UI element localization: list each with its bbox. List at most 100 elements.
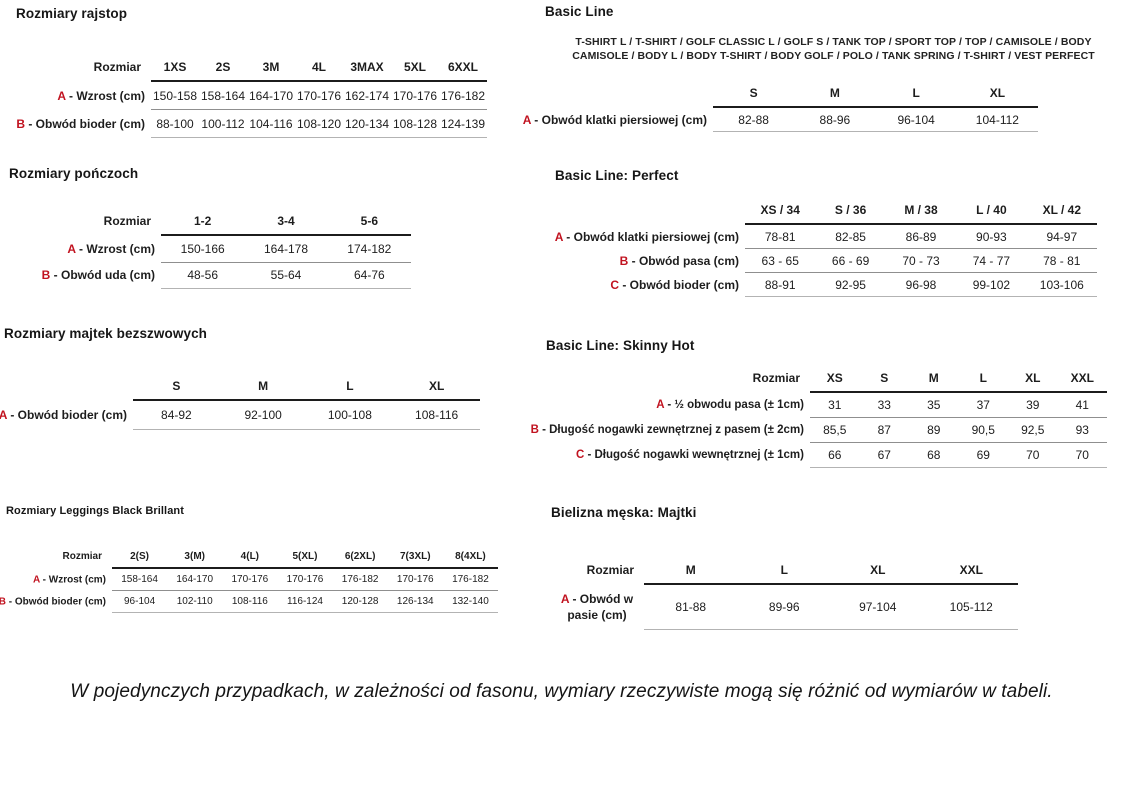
column-header: S bbox=[172, 379, 181, 393]
row-letter: B bbox=[530, 424, 539, 436]
column-header: M bbox=[258, 379, 269, 393]
column-header: 8(4XL) bbox=[455, 551, 486, 562]
row-letter: B bbox=[0, 596, 6, 607]
column-header: XL / 42 bbox=[1042, 203, 1082, 217]
value-cell: 164-178 bbox=[263, 241, 309, 256]
value-cell: 89-96 bbox=[768, 600, 800, 614]
column-header: 2S bbox=[215, 60, 231, 74]
column-header: L bbox=[780, 563, 788, 577]
row-label: A - Obwód klatki piersiowej (cm) bbox=[522, 112, 707, 127]
value-cell: 105-112 bbox=[949, 600, 993, 614]
row-label: C - Długość nogawki wewnętrznej (± 1cm) bbox=[575, 449, 804, 461]
table-header-row: Rozmiar M L XL XXL bbox=[587, 552, 1018, 585]
column-header: 4(L) bbox=[240, 551, 260, 562]
column-header: 1-2 bbox=[193, 214, 212, 228]
row-letter: A bbox=[33, 574, 40, 585]
size-table-skinny-hot: Rozmiar XS S M L XL XXL A - ½ obwodu pasa (± 1c… bbox=[531, 370, 1107, 468]
column-header: 3-4 bbox=[277, 214, 295, 228]
value-cell: 39 bbox=[1026, 398, 1040, 412]
value-cell: 150-166 bbox=[180, 241, 225, 256]
value-cell: 108-128 bbox=[392, 116, 438, 131]
table-row: C - Długość nogawki wewnętrznej (± 1cm) 6… bbox=[576, 443, 1107, 468]
column-header: S bbox=[880, 371, 889, 385]
column-header: XL bbox=[1025, 371, 1041, 385]
value-cell: 81-88 bbox=[675, 600, 707, 614]
column-header: M bbox=[829, 86, 840, 100]
corner-label: Rozmiar bbox=[586, 563, 634, 577]
value-cell: 70 bbox=[1075, 448, 1089, 462]
value-cell: 74 - 77 bbox=[972, 253, 1011, 268]
value-cell: 108-116 bbox=[231, 596, 268, 607]
table-row: A - Wzrost (cm) 150-166 164-178 174-182 bbox=[67, 236, 411, 263]
row-letter: A bbox=[656, 399, 665, 411]
column-header: XS bbox=[826, 371, 843, 385]
value-cell: 170-176 bbox=[286, 574, 324, 585]
column-header: 1XS bbox=[163, 60, 187, 74]
table-row: B - Obwód bioder (cm) 96-104 102-110 108-11… bbox=[0, 591, 498, 613]
value-cell: 158-164 bbox=[121, 574, 158, 585]
value-cell: 100-108 bbox=[327, 408, 372, 422]
section-title: Basic Line bbox=[545, 4, 614, 19]
row-letter: C bbox=[610, 277, 619, 292]
section-title: Rozmiary rajstop bbox=[16, 6, 128, 21]
column-header: L bbox=[979, 371, 987, 385]
value-cell: 108-120 bbox=[296, 116, 342, 131]
table-row: B - Obwód uda (cm) 48-56 55-64 64-76 bbox=[42, 263, 411, 289]
value-cell: 176-182 bbox=[440, 88, 486, 103]
row-letter: A bbox=[554, 229, 563, 244]
value-cell: 108-116 bbox=[415, 408, 459, 422]
size-table-majtki-bezszwowe: S M L XL A - Obwód bioder (cm) 84-92 92-100 100… bbox=[0, 373, 480, 430]
table-row: A - Obwód klatki piersiowej (cm) 78-81 82-… bbox=[555, 225, 1097, 249]
value-cell: 82-85 bbox=[835, 229, 866, 244]
column-header: 6XXL bbox=[447, 60, 478, 74]
size-table-ponczochy: Rozmiar 1-2 3-4 5-6 A - Wzrost (cm) 150-166 16… bbox=[42, 210, 411, 289]
value-cell: 82-88 bbox=[738, 112, 769, 127]
value-cell: 67 bbox=[877, 448, 891, 462]
table-header-row: Rozmiar 1XS 2S 3M 4L 3MAX 5XL 6XXL bbox=[94, 54, 487, 82]
row-letter: A bbox=[522, 112, 531, 127]
value-cell: 96-104 bbox=[897, 112, 935, 127]
value-cell: 102-110 bbox=[176, 596, 213, 607]
value-cell: 176-182 bbox=[341, 574, 379, 585]
table-header-row: Rozmiar 1-2 3-4 5-6 bbox=[104, 210, 411, 236]
value-cell: 37 bbox=[976, 398, 990, 412]
value-cell: 92,5 bbox=[1021, 423, 1045, 437]
column-header: 3MAX bbox=[350, 60, 384, 74]
table-row: A - Wzrost (cm) 158-164 164-170 170-176 170-… bbox=[33, 569, 498, 591]
column-header: 3(M) bbox=[184, 551, 205, 562]
value-cell: 88-91 bbox=[764, 277, 796, 292]
value-cell: 88-96 bbox=[819, 112, 851, 127]
size-table-basic-line-perfect: XS / 34 S / 36 M / 38 L / 40 XL / 42 A - Obwó… bbox=[555, 201, 1097, 297]
table-row: B - Długość nogawki zewnętrznej z pasem … bbox=[531, 418, 1107, 443]
row-label: A - Obwód bioder (cm) bbox=[0, 408, 127, 422]
product-list-line: T-SHIRT L / T-SHIRT / GOLF CLASSIC L / G… bbox=[575, 36, 1092, 48]
value-cell: 104-112 bbox=[975, 112, 1019, 127]
table-row: A - Obwód w pasie (cm) 81-88 89-96 97-104 10… bbox=[561, 585, 1018, 630]
column-header: 5-6 bbox=[360, 214, 378, 228]
value-cell: 96-98 bbox=[905, 277, 937, 292]
product-list: T-SHIRT L / T-SHIRT / GOLF CLASSIC L / G… bbox=[545, 35, 1122, 63]
column-header: M bbox=[928, 371, 939, 385]
column-header: 2(S) bbox=[130, 551, 150, 562]
corner-label: Rozmiar bbox=[752, 371, 800, 385]
value-cell: 170-176 bbox=[296, 88, 342, 103]
size-table-rajstop: Rozmiar 1XS 2S 3M 4L 3MAX 5XL 6XXL A - Wzrost (c… bbox=[16, 54, 487, 138]
value-cell: 68 bbox=[927, 448, 941, 462]
value-cell: 104-116 bbox=[249, 116, 293, 131]
value-cell: 170-176 bbox=[231, 574, 269, 585]
value-cell: 90,5 bbox=[971, 423, 995, 437]
table-row: B - Obwód pasa (cm) 63 - 65 66 - 69 70 - 73… bbox=[620, 249, 1097, 273]
column-header: XS / 34 bbox=[760, 203, 800, 217]
value-cell: 99-102 bbox=[972, 277, 1011, 292]
table-header-row: Rozmiar 2(S) 3(M) 4(L) 5(XL) 6(2XL) 7(3XL) 8(4X… bbox=[63, 545, 498, 569]
row-letter: C bbox=[575, 449, 585, 461]
value-cell: 55-64 bbox=[270, 268, 302, 283]
row-label: B - Obwód uda (cm) bbox=[41, 268, 155, 283]
row-letter: A bbox=[560, 591, 570, 606]
value-cell: 87 bbox=[877, 423, 891, 437]
table-row: A - ½ obwodu pasa (± 1cm) 31 33 35 37 39 41 bbox=[656, 393, 1107, 418]
row-label: B - Obwód pasa (cm) bbox=[619, 253, 739, 268]
column-header: L / 40 bbox=[976, 203, 1007, 217]
value-cell: 48-56 bbox=[187, 268, 219, 283]
value-cell: 69 bbox=[976, 448, 990, 462]
